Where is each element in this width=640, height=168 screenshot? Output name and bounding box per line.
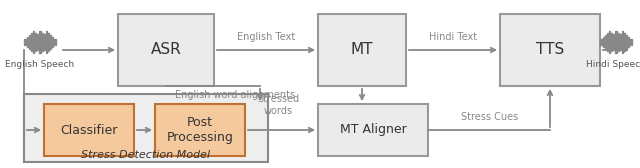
Bar: [600, 39, 602, 45]
Text: ASR: ASR: [150, 43, 181, 57]
Bar: [622, 31, 623, 53]
FancyBboxPatch shape: [44, 104, 134, 156]
Bar: [626, 35, 627, 49]
Bar: [607, 33, 608, 51]
Bar: [628, 37, 629, 47]
Text: Classifier: Classifier: [60, 123, 118, 136]
Text: Post
Processing: Post Processing: [166, 116, 234, 144]
FancyBboxPatch shape: [118, 14, 214, 86]
Text: TTS: TTS: [536, 43, 564, 57]
Bar: [609, 31, 610, 53]
Text: Hindi Text: Hindi Text: [429, 32, 477, 42]
Bar: [603, 37, 604, 47]
Bar: [605, 35, 606, 49]
Bar: [611, 33, 612, 51]
Bar: [42, 33, 43, 51]
Bar: [48, 33, 49, 51]
Bar: [46, 31, 47, 53]
Bar: [35, 33, 36, 51]
Bar: [33, 31, 34, 53]
Text: MT: MT: [351, 43, 373, 57]
FancyBboxPatch shape: [24, 94, 268, 162]
Bar: [37, 34, 38, 50]
FancyBboxPatch shape: [318, 14, 406, 86]
Bar: [27, 37, 28, 47]
Text: Stressed
words: Stressed words: [257, 94, 299, 116]
Bar: [624, 33, 625, 51]
Bar: [50, 35, 51, 49]
Bar: [24, 39, 26, 45]
Text: MT Aligner: MT Aligner: [340, 123, 406, 136]
FancyBboxPatch shape: [500, 14, 600, 86]
Bar: [44, 34, 45, 50]
Text: English Speech: English Speech: [5, 60, 75, 69]
Bar: [54, 39, 56, 45]
Bar: [630, 39, 632, 45]
Bar: [613, 34, 614, 50]
Bar: [31, 33, 32, 51]
Text: English word alignments: English word alignments: [175, 90, 295, 100]
Text: Stress Detection Model: Stress Detection Model: [81, 150, 211, 160]
Text: Hindi Speech: Hindi Speech: [586, 60, 640, 69]
Bar: [52, 37, 53, 47]
Text: English Text: English Text: [237, 32, 295, 42]
FancyBboxPatch shape: [155, 104, 245, 156]
Bar: [618, 33, 619, 51]
Bar: [29, 35, 30, 49]
Text: Stress Cues: Stress Cues: [461, 112, 518, 122]
FancyBboxPatch shape: [318, 104, 428, 156]
Bar: [620, 34, 621, 50]
